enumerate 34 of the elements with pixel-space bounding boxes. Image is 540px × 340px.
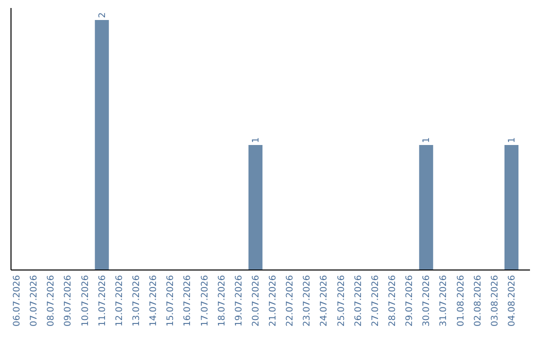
x-tick-label: 22.07.2026: [286, 274, 296, 327]
x-tick-label: 26.07.2026: [354, 274, 364, 327]
x-tick-label: 15.07.2026: [166, 274, 176, 327]
x-tick-label: 14.07.2026: [149, 274, 160, 327]
x-tick-label: 13.07.2026: [132, 274, 142, 327]
x-tick-label: 18.07.2026: [217, 274, 228, 327]
x-tick-label: 29.07.2026: [405, 274, 416, 327]
data-label: 2: [98, 12, 108, 18]
x-tick-label: 16.07.2026: [183, 274, 194, 327]
x-tick-label: 02.08.2026: [473, 274, 484, 327]
data-label: 1: [251, 137, 262, 143]
x-tick-label: 21.07.2026: [268, 274, 279, 327]
x-tick-label: 07.07.2026: [30, 274, 40, 327]
x-tick-label: 12.07.2026: [114, 274, 125, 327]
x-tick-label: 28.07.2026: [388, 274, 398, 327]
x-tick-label: 25.07.2026: [336, 274, 347, 327]
x-tick-label: 17.07.2026: [200, 274, 210, 327]
x-tick-label: 20.07.2026: [251, 274, 262, 327]
x-tick-label: 06.07.2026: [12, 274, 23, 327]
x-tick-label: 03.08.2026: [490, 274, 500, 327]
x-tick-label: 10.07.2026: [80, 274, 91, 327]
x-tick-label: 11.07.2026: [98, 274, 108, 327]
x-tick-label: 08.07.2026: [46, 274, 57, 327]
data-label: 1: [507, 137, 518, 143]
x-tick-label: 01.08.2026: [456, 274, 466, 327]
x-tick-label: 30.07.2026: [422, 274, 432, 327]
x-tick-label: 23.07.2026: [302, 274, 313, 327]
x-tick-label: 19.07.2026: [234, 274, 244, 327]
x-tick-label: 31.07.2026: [439, 274, 450, 327]
x-tick-label: 24.07.2026: [320, 274, 330, 327]
x-tick-label: 04.08.2026: [507, 274, 518, 327]
x-tick-label: 09.07.2026: [64, 274, 74, 327]
x-tick-label: 27.07.2026: [370, 274, 381, 327]
data-label: 1: [422, 137, 432, 143]
